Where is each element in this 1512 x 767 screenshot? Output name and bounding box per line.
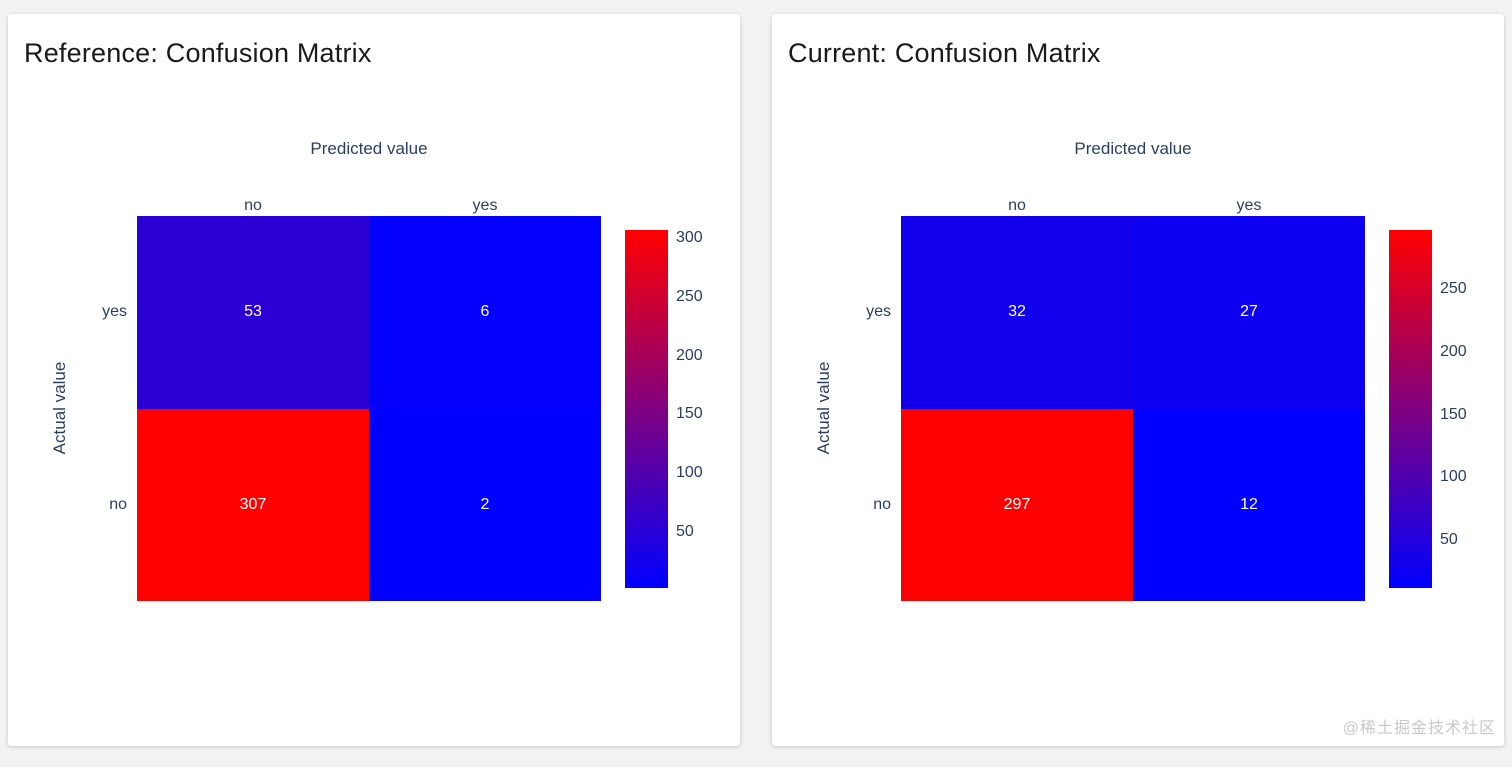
xaxis-title: Predicted value <box>310 139 428 158</box>
heatmap-cell: 307 <box>137 408 369 601</box>
yaxis-title: Actual value <box>814 361 833 455</box>
heatmap-cell: 6 <box>369 216 601 409</box>
heatmap-cell: 2 <box>369 408 601 601</box>
heatmap-cell: 27 <box>1133 216 1365 409</box>
y-category-label: no <box>109 495 127 513</box>
y-category-label: no <box>873 495 891 513</box>
colorbar-tick-label: 100 <box>676 463 703 481</box>
heatmap: 32 27 297 12 <box>901 216 1365 601</box>
watermark: @稀土掘金技术社区 <box>1342 720 1496 737</box>
confusion-matrix-plot: Predicted value Actual value 53 6 307 2 no y… <box>8 14 740 746</box>
current-confusion-matrix-panel: Current: Confusion Matrix Predicted valu… <box>772 14 1504 746</box>
colorbar-tick-label: 100 <box>1440 468 1467 486</box>
x-category-label: no <box>1008 197 1026 214</box>
colorbar-tick-label: 200 <box>1440 342 1467 360</box>
yaxis-title: Actual value <box>50 361 69 455</box>
confusion-matrix-plot: Predicted value Actual value 32 27 297 12 n… <box>772 14 1504 746</box>
colorbar-tick-label: 50 <box>1440 531 1458 549</box>
heatmap-cell: 12 <box>1133 408 1365 601</box>
colorbar-tick-label: 300 <box>676 229 703 247</box>
panel-title: Current: Confusion Matrix <box>788 38 1101 68</box>
panel-title: Reference: Confusion Matrix <box>24 38 372 68</box>
heatmap-cell: 53 <box>137 216 369 409</box>
xaxis-title: Predicted value <box>1074 139 1192 158</box>
heatmap-cell: 297 <box>901 408 1133 601</box>
heatmap-cell: 32 <box>901 216 1133 409</box>
heatmap: 53 6 307 2 <box>137 216 601 601</box>
colorbar-tick-label: 50 <box>676 522 694 540</box>
colorbar-tick-label: 150 <box>676 405 703 423</box>
colorbar-tick-label: 250 <box>1440 280 1467 298</box>
x-category-label: yes <box>1236 197 1262 214</box>
reference-confusion-matrix-panel: Reference: Confusion Matrix Predicted va… <box>8 14 740 746</box>
colorbar-tick-label: 250 <box>676 287 703 305</box>
colorbar-gradient <box>625 230 668 588</box>
y-category-label: yes <box>102 303 127 321</box>
y-category-label: yes <box>866 303 891 321</box>
x-category-label: yes <box>472 197 498 214</box>
colorbar-gradient <box>1389 230 1432 588</box>
colorbar-tick-label: 200 <box>676 346 703 364</box>
x-category-label: no <box>244 197 262 214</box>
colorbar-tick-label: 150 <box>1440 405 1467 423</box>
